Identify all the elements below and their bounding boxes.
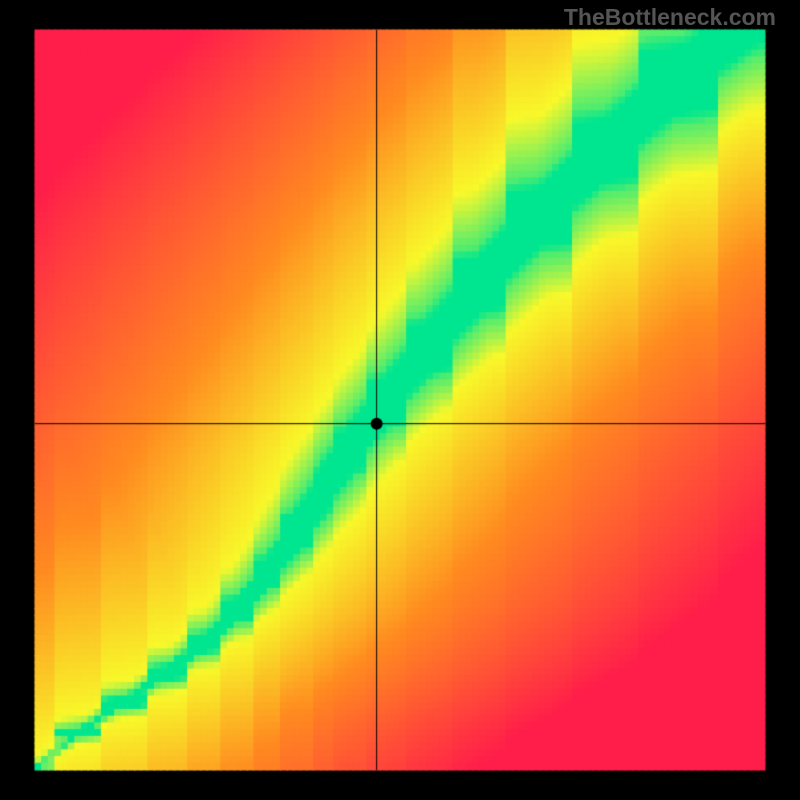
chart-container: TheBottleneck.com: [0, 0, 800, 800]
watermark-text: TheBottleneck.com: [564, 4, 776, 31]
heatmap-canvas: [0, 0, 800, 800]
